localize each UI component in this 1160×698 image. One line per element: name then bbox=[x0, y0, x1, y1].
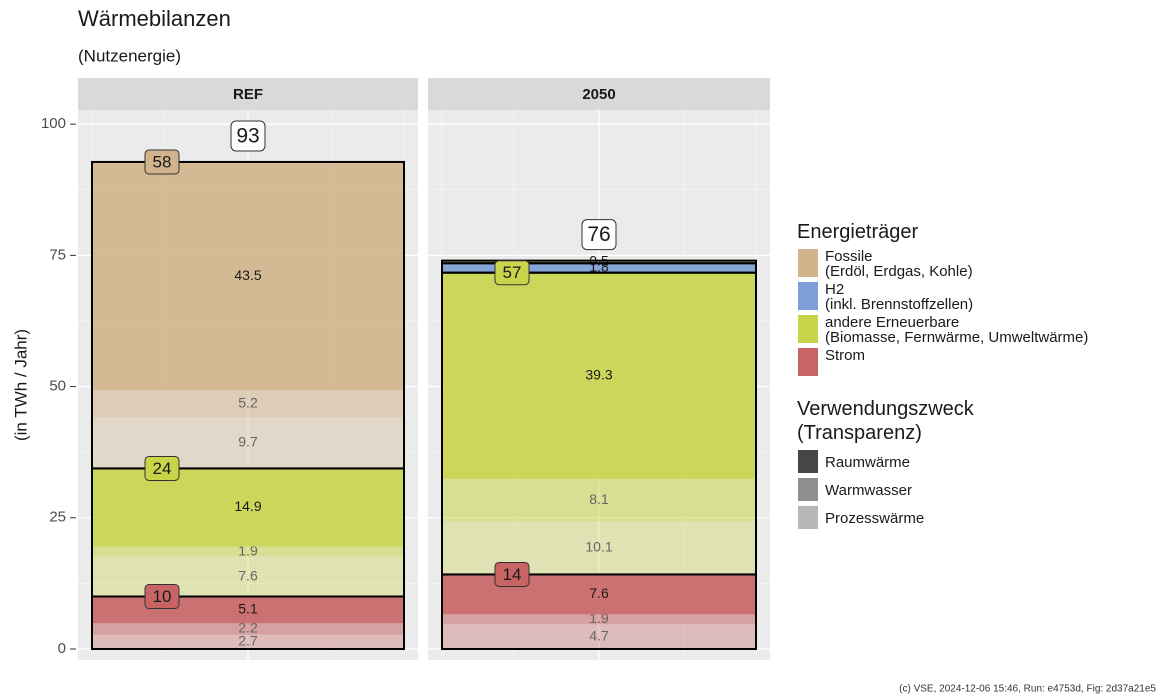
legend-item: andere Erneuerbare (Biomasse, Fernwärme,… bbox=[797, 314, 1088, 345]
segment-label: 10.1 bbox=[585, 539, 612, 555]
caption: (c) VSE, 2024-12-06 15:46, Run: e4753d, … bbox=[899, 684, 1156, 695]
segment-label: 43.5 bbox=[234, 267, 261, 283]
bar-segment bbox=[92, 634, 404, 649]
y-tick-label: 100 bbox=[41, 115, 66, 132]
total-label: 93 bbox=[236, 125, 259, 148]
group-label-box bbox=[144, 455, 180, 481]
bar-segment bbox=[442, 521, 756, 575]
bar-segment bbox=[92, 546, 404, 557]
legend-swatch bbox=[797, 477, 819, 502]
segment-label: 2.2 bbox=[238, 620, 258, 636]
legend-label: Strom bbox=[825, 347, 866, 364]
bar-segment bbox=[442, 614, 756, 625]
group-label: 14 bbox=[503, 565, 522, 584]
legend-title: Energieträger bbox=[797, 221, 919, 243]
segment-label: 5.1 bbox=[238, 601, 258, 617]
strip-label: REF bbox=[233, 86, 263, 103]
legend-label: Warmwasser bbox=[825, 481, 912, 499]
group-label-box bbox=[144, 149, 180, 175]
legend-swatch bbox=[797, 281, 819, 311]
strip bbox=[78, 78, 418, 110]
segment-label: 39.3 bbox=[585, 367, 612, 383]
legend-swatch bbox=[797, 248, 819, 278]
legend-label: andere Erneuerbare (Biomasse, Fernwärme,… bbox=[825, 314, 1089, 346]
y-tick-label: 75 bbox=[49, 246, 66, 263]
legend-label: Raumwärme bbox=[825, 453, 911, 471]
total-label: 76 bbox=[587, 223, 610, 246]
legend-title: Verwendungszweck (Transparenz) bbox=[797, 398, 974, 444]
legend-item: Fossile (Erdöl, Erdgas, Kohle) bbox=[797, 248, 1088, 279]
total-label-box bbox=[581, 219, 617, 251]
total-label-box bbox=[230, 120, 266, 152]
group-label-box bbox=[494, 260, 530, 286]
bar-segment bbox=[92, 556, 404, 597]
bar-segment bbox=[92, 596, 404, 624]
bar-segment bbox=[442, 260, 756, 264]
bar-segment bbox=[442, 624, 756, 649]
bar-segment bbox=[92, 623, 404, 635]
legend-purposes: Verwendungszweck (Transparenz) Raumwärme… bbox=[797, 397, 1088, 530]
bar-segment bbox=[442, 478, 756, 522]
segment-label: 9.7 bbox=[238, 434, 258, 450]
legend-label: Prozesswärme bbox=[825, 509, 925, 527]
group-label-box bbox=[494, 561, 530, 587]
bar-segment bbox=[92, 468, 404, 547]
legend-carriers: Fossile (Erdöl, Erdgas, Kohle) H2 (inkl. … bbox=[797, 248, 1088, 377]
group-outline bbox=[441, 259, 757, 265]
legend-label: H2 (inkl. Brennstoffzellen) bbox=[825, 281, 974, 313]
strip-label: 2050 bbox=[582, 86, 615, 103]
legend-swatch bbox=[797, 449, 819, 474]
legend-item: H2 (inkl. Brennstoffzellen) bbox=[797, 281, 1088, 312]
chart-subtitle: (Nutzenergie) bbox=[78, 46, 181, 65]
group-label: 24 bbox=[153, 459, 172, 478]
group-label: 57 bbox=[503, 263, 522, 282]
segment-label: 14.9 bbox=[234, 498, 261, 514]
strip bbox=[428, 78, 770, 110]
legend-label: Fossile (Erdöl, Erdgas, Kohle) bbox=[825, 248, 973, 280]
group-outline bbox=[91, 160, 405, 470]
legend-item: Warmwasser bbox=[797, 477, 1088, 502]
bar-segment bbox=[442, 574, 756, 615]
legend-item: Strom bbox=[797, 347, 1088, 377]
segment-label: 8.1 bbox=[589, 491, 609, 507]
segment-label: 5.2 bbox=[238, 395, 258, 411]
legend-purpose-items: Raumwärme Warmwasser Prozesswärme bbox=[797, 449, 1088, 530]
legend-item: Raumwärme bbox=[797, 449, 1088, 474]
bar-segment bbox=[92, 417, 404, 469]
segment-label: 2.7 bbox=[238, 633, 258, 649]
bar-segment bbox=[92, 161, 404, 391]
y-tick-label: 25 bbox=[49, 509, 66, 526]
group-label: 10 bbox=[153, 587, 172, 606]
segment-label: 7.6 bbox=[589, 585, 609, 601]
y-tick-label: 0 bbox=[58, 640, 66, 657]
y-tick-label: 50 bbox=[49, 378, 66, 395]
y-axis-label: (in TWh / Jahr) bbox=[11, 329, 30, 441]
legend-item: Prozesswärme bbox=[797, 505, 1088, 530]
legend: Energieträger Fossile (Erdöl, Erdgas, Ko… bbox=[797, 220, 1088, 533]
legend-swatch bbox=[797, 347, 819, 377]
bar-segment bbox=[442, 263, 756, 273]
bar-segment bbox=[92, 390, 404, 418]
chart-title: Wärmebilanzen bbox=[78, 6, 231, 31]
legend-swatch bbox=[797, 314, 819, 344]
legend-swatch bbox=[797, 505, 819, 530]
segment-label: 7.6 bbox=[238, 567, 258, 583]
segment-label: 4.7 bbox=[589, 627, 609, 643]
bar-segment bbox=[442, 272, 756, 479]
group-label: 58 bbox=[153, 152, 172, 171]
group-label-box bbox=[144, 583, 180, 609]
